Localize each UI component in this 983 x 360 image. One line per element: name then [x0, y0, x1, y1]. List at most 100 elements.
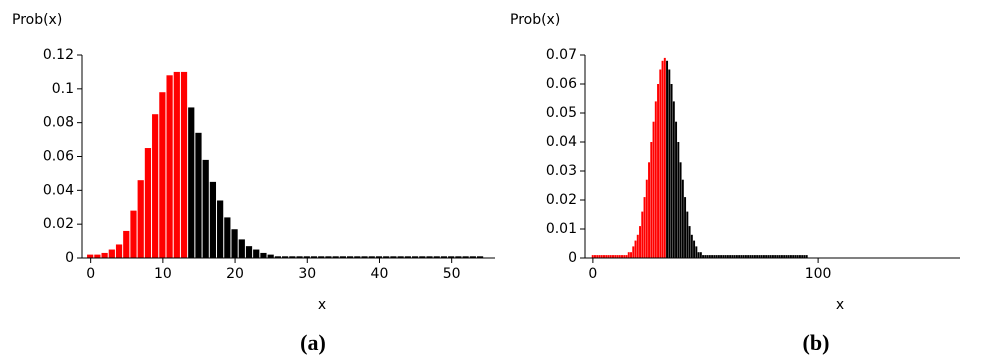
x-tick-label: 10 — [154, 266, 172, 282]
bar — [455, 256, 462, 258]
y-tick-label: 0.02 — [546, 192, 577, 208]
bar — [720, 255, 723, 258]
bar — [469, 256, 476, 258]
bar — [729, 255, 732, 258]
bar — [253, 249, 260, 258]
bar — [612, 255, 614, 258]
bar — [767, 255, 770, 258]
bar — [744, 255, 747, 258]
bar — [738, 255, 741, 258]
bar — [383, 256, 390, 258]
bar — [152, 114, 159, 258]
bar — [166, 75, 173, 258]
bar — [780, 255, 783, 258]
bar — [217, 200, 224, 258]
y-tick-label: 0.02 — [43, 216, 74, 232]
bar — [641, 211, 644, 258]
bar — [404, 256, 411, 258]
bar — [749, 255, 752, 258]
bar — [677, 142, 680, 258]
caption: (b) — [803, 330, 830, 355]
bar — [591, 255, 594, 258]
bar — [639, 226, 642, 258]
bar — [632, 246, 635, 258]
bar — [108, 249, 115, 258]
bar — [704, 255, 707, 258]
bar — [303, 256, 310, 258]
y-tick-label: 0 — [65, 250, 74, 266]
bar — [702, 255, 705, 258]
bar — [609, 255, 612, 258]
bar — [310, 256, 318, 258]
bar — [648, 162, 651, 258]
bar — [448, 256, 455, 258]
bar — [188, 107, 195, 258]
y-tick-label: 0.07 — [546, 47, 577, 63]
bar — [115, 244, 123, 258]
bar — [368, 256, 375, 258]
bar — [675, 121, 678, 258]
bar — [623, 255, 626, 258]
bar — [101, 252, 108, 258]
bar — [695, 246, 698, 258]
bar — [173, 71, 180, 259]
bar — [756, 255, 759, 258]
bar — [123, 230, 130, 258]
bar — [760, 255, 763, 258]
bar — [267, 254, 274, 258]
bar — [711, 255, 714, 258]
bar — [661, 60, 664, 258]
bar — [260, 252, 267, 258]
bar — [654, 101, 657, 259]
y-tick-label: 0.03 — [546, 163, 577, 179]
bar — [726, 255, 729, 258]
bar — [231, 229, 238, 258]
x-axis-label: x — [836, 297, 844, 313]
bar — [666, 60, 669, 258]
bar — [679, 162, 682, 258]
y-tick-label: 0.08 — [43, 115, 74, 131]
bar — [771, 255, 774, 258]
bar — [209, 181, 217, 258]
y-tick-label: 0.04 — [546, 134, 577, 150]
bar — [636, 234, 639, 258]
bar — [776, 255, 779, 258]
bar — [397, 256, 404, 258]
bar — [296, 256, 303, 258]
bar — [476, 256, 484, 258]
bar — [598, 255, 601, 258]
bar — [652, 121, 655, 258]
bar — [765, 255, 768, 258]
bar — [440, 256, 448, 258]
y-tick-label: 0.06 — [43, 149, 74, 165]
bar — [753, 255, 756, 258]
bar — [616, 255, 619, 258]
bar — [643, 197, 646, 258]
bar — [634, 240, 637, 258]
bar — [224, 217, 231, 258]
bar — [787, 255, 790, 258]
bar — [762, 255, 765, 258]
bar — [361, 256, 368, 258]
bar — [614, 255, 617, 258]
bar — [751, 255, 754, 258]
bar — [618, 255, 621, 258]
bar — [600, 255, 603, 258]
bar — [625, 255, 628, 258]
bar — [731, 255, 734, 258]
bar — [238, 239, 245, 258]
y-axis-label: Prob(x) — [12, 12, 62, 28]
bar — [803, 255, 806, 258]
bar — [688, 226, 691, 258]
bar — [735, 255, 738, 258]
bar — [346, 256, 354, 258]
bar — [706, 255, 709, 258]
bar — [758, 255, 761, 258]
bar — [627, 252, 630, 258]
bar — [794, 255, 797, 258]
bar — [785, 255, 788, 258]
bar — [672, 101, 675, 259]
bar — [801, 255, 804, 258]
bar — [325, 256, 332, 258]
